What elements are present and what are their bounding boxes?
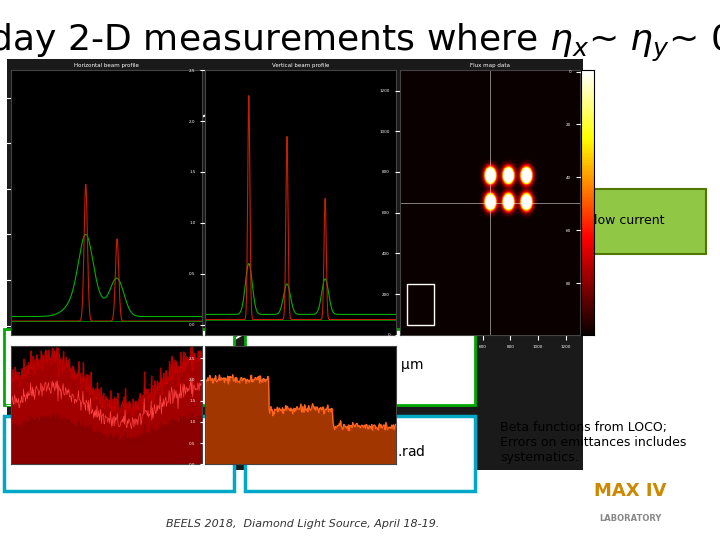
FancyBboxPatch shape [428,189,706,254]
Bar [407,284,434,325]
FancyBboxPatch shape [7,59,583,470]
Text: $\varepsilon_x$=323 ± 15 pm.rad: $\varepsilon_x$=323 ± 15 pm.rad [46,444,192,463]
Title: Sample points: Sample points [283,340,318,345]
FancyBboxPatch shape [245,416,475,491]
Text: $\sigma_y$=10.2 ± 0.4 μm: $\sigma_y$=10.2 ± 0.4 μm [297,358,423,376]
Text: LABORATORY: LABORATORY [599,514,661,523]
Title: Vertical beam profile: Vertical beam profile [272,63,329,69]
Title: Sample points: Sample points [89,340,124,345]
FancyBboxPatch shape [4,416,234,491]
Text: Coupling control at low current: Coupling control at low current [471,214,664,227]
Title: Flux map data: Flux map data [469,63,510,69]
Text: $\sigma_x$=20.2 ± 0.2 μm: $\sigma_x$=20.2 ± 0.2 μm [55,359,182,376]
FancyBboxPatch shape [245,329,475,405]
Text: BEELS 2018,  Diamond Light Source, April 18-19.: BEELS 2018, Diamond Light Source, April … [166,519,439,529]
Title: Horizontal beam profile: Horizontal beam profile [73,63,139,69]
Text: Everyday 2-D measurements where $\eta_x$~ $\eta_y$~ 0: Everyday 2-D measurements where $\eta_x$… [0,22,720,64]
Text: MAX IV: MAX IV [594,482,666,501]
FancyBboxPatch shape [4,329,234,405]
Text: $\varepsilon_y$=6.6 ± 1 pm.rad: $\varepsilon_y$=6.6 ± 1 pm.rad [294,444,426,463]
Text: Beta functions from LOCO;
Errors on emittances includes
systematics.: Beta functions from LOCO; Errors on emit… [500,421,687,464]
